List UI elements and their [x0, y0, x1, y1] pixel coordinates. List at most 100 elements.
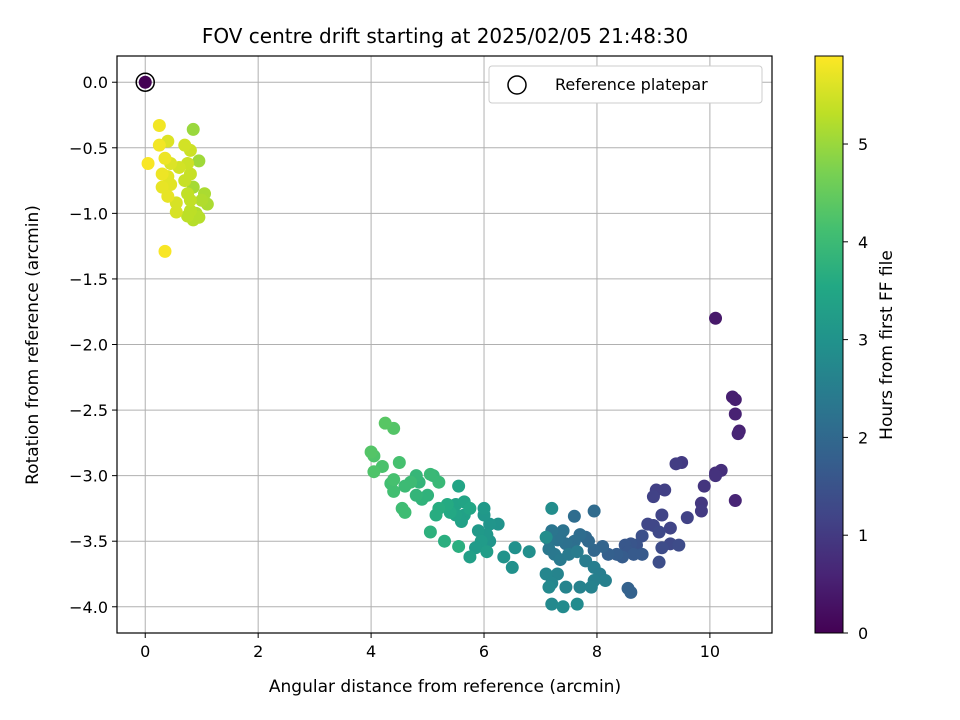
data-point	[709, 469, 723, 483]
data-point	[655, 508, 669, 522]
data-point	[387, 473, 401, 487]
y-axis-ticks: 0.0 −0.5 −1.0 −1.5 −2.0 −2.5 −3.0 −3.5 −4.0	[69, 73, 117, 617]
data-point	[169, 205, 183, 219]
data-point	[559, 580, 573, 594]
data-point	[672, 538, 686, 552]
x-tick-label: 10	[700, 642, 720, 661]
y-tick-label: −1.0	[69, 204, 108, 223]
data-point	[652, 525, 666, 539]
data-point	[378, 416, 392, 430]
colorbar-tick-label: 5	[858, 135, 868, 154]
data-point	[186, 122, 200, 136]
colorbar-tick-label: 1	[858, 526, 868, 545]
data-point	[624, 585, 638, 599]
y-tick-label: −2.5	[69, 401, 108, 420]
y-tick-label: −3.5	[69, 532, 108, 551]
colorbar-tick-label: 0	[858, 624, 868, 643]
x-tick-label: 2	[253, 642, 263, 661]
data-point	[655, 541, 669, 555]
legend-box	[488, 65, 763, 104]
data-point	[587, 504, 601, 518]
x-tick-label: 4	[366, 642, 376, 661]
y-tick-label: −3.0	[69, 467, 108, 486]
data-point	[438, 534, 451, 548]
y-tick-label: −2.0	[69, 336, 108, 355]
data-point	[155, 167, 169, 181]
data-point	[181, 187, 195, 201]
data-point	[641, 517, 655, 531]
data-point	[158, 151, 172, 165]
data-points	[141, 119, 746, 614]
data-point	[573, 580, 587, 594]
data-point	[471, 524, 485, 538]
legend-marker	[507, 75, 527, 95]
data-point	[539, 530, 553, 544]
x-axis-ticks: 0 2 4 6 8 10	[140, 633, 720, 661]
data-point	[663, 521, 677, 535]
data-point	[432, 475, 446, 489]
legend-label: Reference platepar	[555, 75, 708, 94]
data-point	[398, 479, 412, 493]
data-point	[195, 193, 209, 207]
data-point	[152, 119, 166, 133]
data-point	[463, 550, 477, 564]
data-point	[477, 501, 491, 515]
data-point	[728, 407, 742, 421]
reference-point-ring	[135, 72, 155, 92]
data-point	[192, 154, 206, 168]
data-point	[367, 465, 381, 479]
data-point	[423, 525, 437, 539]
data-point	[398, 505, 412, 519]
y-tick-label: 0.0	[83, 73, 108, 92]
x-tick-label: 8	[592, 642, 602, 661]
data-point	[392, 456, 406, 470]
data-point	[545, 597, 559, 611]
data-point	[635, 547, 649, 561]
data-point	[452, 539, 466, 553]
data-point	[480, 545, 494, 559]
data-point	[181, 209, 195, 223]
data-point	[508, 541, 522, 555]
data-point	[652, 555, 666, 569]
data-point	[584, 580, 598, 594]
x-tick-label: 0	[140, 642, 150, 661]
data-point	[556, 600, 570, 614]
data-point	[598, 574, 612, 588]
data-point	[141, 157, 155, 171]
data-point	[542, 580, 556, 594]
colorbar-label: Hours from first FF file	[877, 250, 897, 440]
colorbar-tick-label: 4	[858, 233, 868, 252]
data-point	[178, 138, 192, 152]
data-point	[183, 167, 197, 181]
data-point	[731, 427, 745, 441]
reference-point-fill	[138, 75, 152, 89]
data-point	[463, 501, 477, 515]
data-point	[505, 560, 519, 574]
data-point	[669, 457, 683, 471]
y-tick-label: −1.5	[69, 270, 108, 289]
data-point	[694, 504, 708, 518]
data-point	[155, 180, 169, 194]
y-tick-label: −4.0	[69, 598, 108, 617]
x-axis-label: Angular distance from reference (arcmin)	[269, 677, 621, 697]
y-tick-label: −0.5	[69, 139, 108, 158]
data-point	[364, 445, 378, 459]
data-point	[697, 479, 711, 493]
data-point	[497, 550, 511, 564]
data-point	[423, 467, 437, 481]
data-point	[158, 244, 172, 258]
colorbar: 0 1 2 3 4 5 Hours from first FF file	[814, 55, 897, 643]
data-point	[429, 508, 443, 522]
data-point	[452, 479, 466, 493]
data-point	[709, 311, 723, 325]
legend: Reference platepar	[488, 65, 763, 104]
colorbar-gradient	[814, 55, 844, 634]
data-point	[567, 509, 581, 523]
y-axis-label: Rotation from reference (arcmin)	[23, 205, 43, 485]
data-point	[680, 511, 694, 525]
data-point	[522, 545, 536, 559]
colorbar-tick-label: 3	[858, 331, 868, 350]
data-point	[409, 488, 423, 502]
data-point	[152, 138, 166, 152]
chart-title: FOV centre drift starting at 2025/02/05 …	[202, 24, 688, 48]
